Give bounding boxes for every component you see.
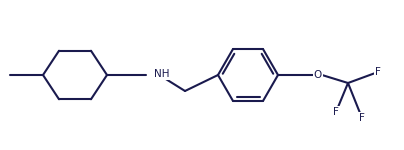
Text: NH: NH — [154, 69, 170, 79]
Text: F: F — [375, 67, 381, 77]
Text: F: F — [333, 107, 339, 117]
Text: O: O — [314, 70, 322, 80]
Text: F: F — [359, 113, 365, 123]
